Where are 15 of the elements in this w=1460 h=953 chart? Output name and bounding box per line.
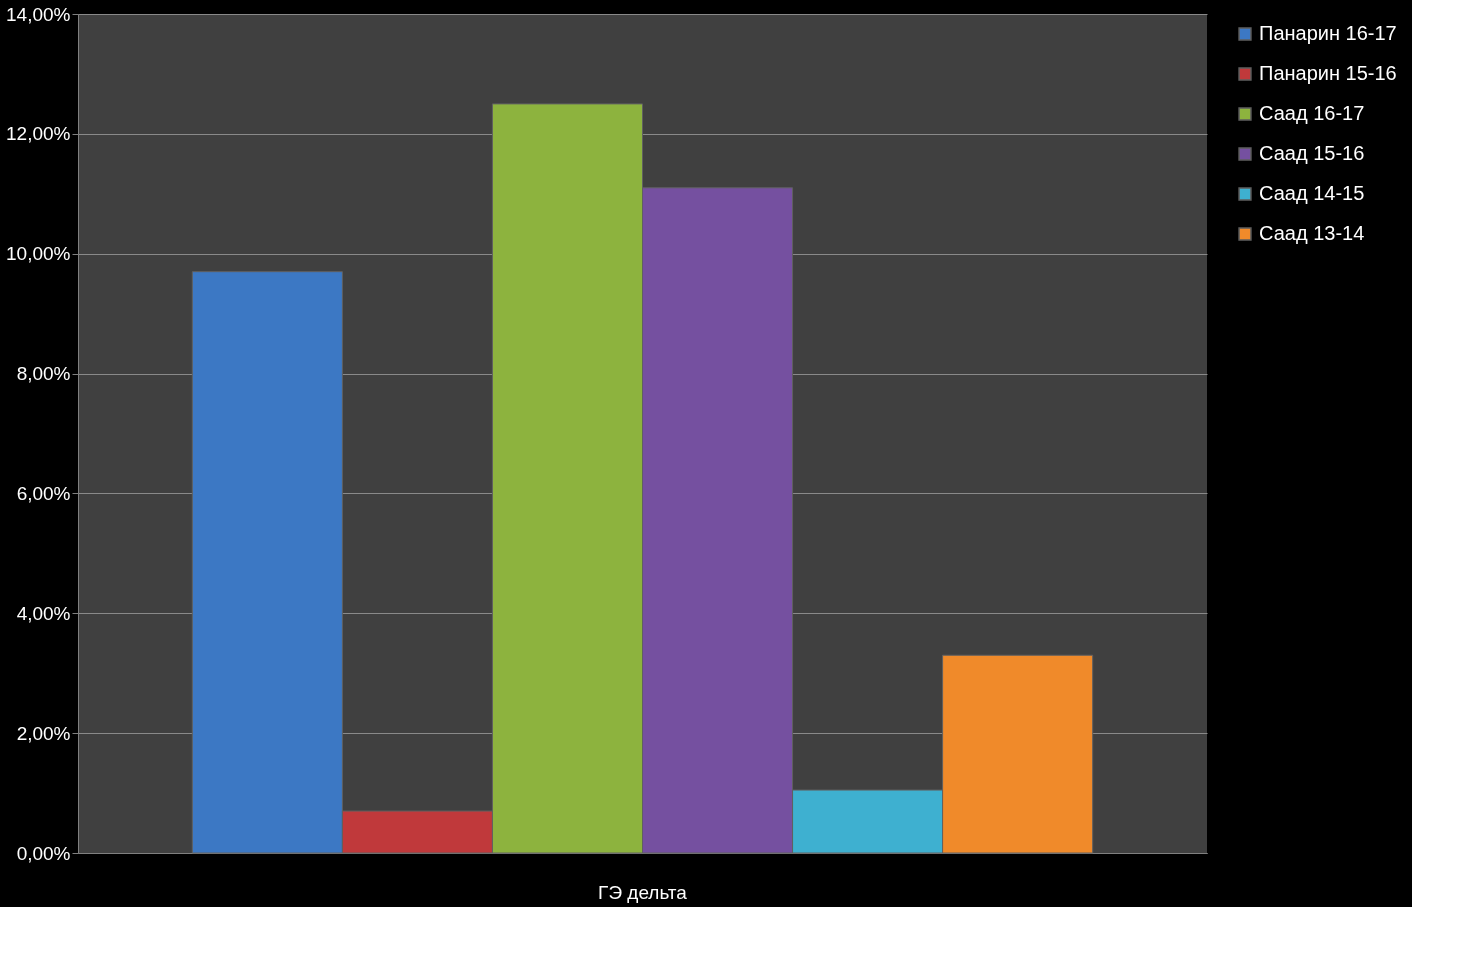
- legend-label: Саад 14-15: [1259, 182, 1365, 204]
- y-tick-label: 6,00%: [16, 482, 71, 504]
- y-tick-label: 14,00%: [6, 3, 71, 25]
- y-tick-label: 0,00%: [16, 842, 71, 864]
- legend-label: Панарин 15-16: [1259, 62, 1397, 84]
- y-tick-label: 4,00%: [16, 602, 71, 624]
- y-tick-label: 8,00%: [16, 363, 71, 385]
- y-tick-label: 2,00%: [16, 722, 71, 744]
- legend-label: Саад 15-16: [1259, 142, 1365, 164]
- y-tick-label: 12,00%: [6, 123, 71, 145]
- y-tick-label: 10,00%: [6, 243, 71, 265]
- legend-label: Саад 16-17: [1259, 102, 1365, 124]
- legend-label: Саад 13-14: [1259, 222, 1365, 244]
- legend-label: Панарин 16-17: [1259, 22, 1397, 44]
- x-tick-label: ГЭ дельта: [598, 881, 688, 903]
